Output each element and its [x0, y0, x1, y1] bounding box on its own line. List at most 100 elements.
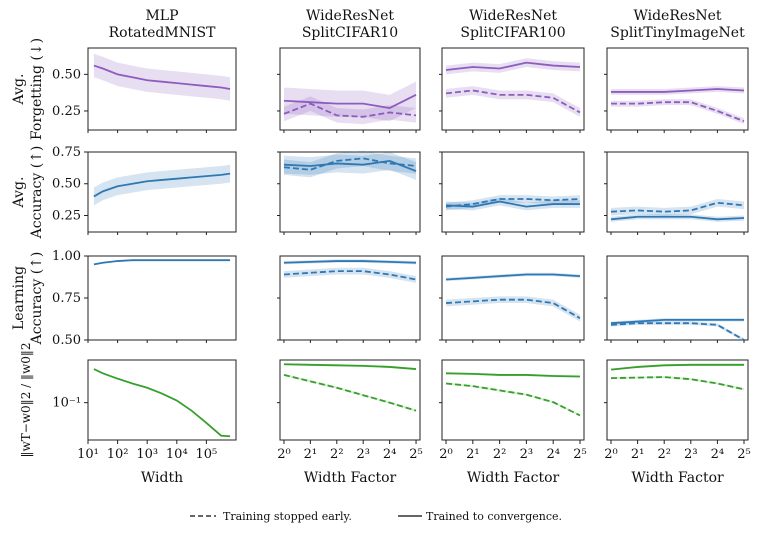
- band-dashed-1: [610, 198, 745, 216]
- band-dashed-1: [446, 195, 580, 211]
- x-tick-label-4: 10⁵: [196, 447, 218, 462]
- x-tick-label-2: 10³: [136, 447, 158, 462]
- row-0-label-line1: Avg.: [11, 74, 27, 106]
- row-2-label-line2: Accuracy (↑): [29, 252, 45, 346]
- column-0-dataset: RotatedMNIST: [109, 25, 217, 41]
- series-line-solid: [283, 94, 417, 109]
- x-tick-label-5: 2⁵: [409, 447, 422, 462]
- band-dashed-1: [610, 99, 745, 125]
- panel-frame: [606, 255, 749, 341]
- x-tick-label-5: 2⁵: [573, 447, 586, 462]
- x-tick-label-0: 2⁰: [277, 447, 290, 462]
- x-tick-label-4: 2⁴: [711, 447, 724, 462]
- series-line-dashed: [445, 298, 581, 319]
- panel-frame: [606, 47, 749, 131]
- legend: Training stopped early. Trained to conve…: [190, 510, 562, 523]
- x-tick-label-0: 10¹: [77, 447, 99, 462]
- x-tick-label-1: 2¹: [631, 447, 644, 462]
- panel-r2-c1: [277, 255, 421, 343]
- y-tick-label-0: 0.50: [52, 333, 81, 348]
- panel-r1-c3: [604, 151, 749, 235]
- band-dashed-1: [283, 96, 417, 125]
- series-line-dashed: [283, 157, 417, 171]
- y-tick-label-2: 1.00: [52, 249, 81, 264]
- panel-frame: [87, 255, 237, 341]
- series-line-solid: [93, 64, 231, 90]
- panel-r0-c2: [439, 47, 585, 133]
- x-tick-label-1: 2¹: [466, 447, 479, 462]
- band-dashed-1: [446, 382, 580, 417]
- column-3-dataset: SplitTinyImageNet: [610, 25, 745, 41]
- panel-frame: [279, 359, 421, 441]
- x-tick-label-3: 2³: [356, 447, 369, 462]
- series-line-dashed: [610, 201, 745, 213]
- panel-r3-c1: 2⁰ 2¹ 2² 2³ 2⁴ 2⁵: [277, 359, 423, 462]
- series-line-solid: [445, 61, 581, 71]
- x-tick-label-2: 2²: [657, 447, 670, 462]
- y-tick-label-1: 0.75: [52, 291, 81, 306]
- series-line-dashed: [445, 89, 581, 114]
- column-2-dataset: SplitCIFAR100: [460, 25, 565, 41]
- panel-r3-c2: 2⁰ 2¹ 2² 2³ 2⁴ 2⁵: [439, 359, 587, 462]
- column-3-model: WideResNet: [633, 8, 721, 24]
- series-line-dashed: [610, 376, 745, 391]
- panel-frame: [87, 47, 237, 131]
- band-dashed-1: [283, 267, 417, 283]
- series-line-dashed: [283, 374, 417, 412]
- panel-frame: [441, 47, 585, 131]
- x-axis-labels: Width Width Factor Width Factor Width Facto…: [141, 470, 724, 486]
- x-tick-label-3: 2³: [520, 447, 533, 462]
- panel-r2-c0: 0.50 0.75 1.00: [52, 249, 237, 348]
- x-tick-label-1: 10²: [107, 447, 129, 462]
- x-tick-label-0: 2⁰: [439, 447, 452, 462]
- x-axis-label-col-1: Width Factor: [304, 470, 397, 486]
- series-line-solid: [610, 318, 745, 325]
- column-0-model: MLP: [145, 8, 178, 24]
- panel-frame: [87, 151, 237, 233]
- panel-frame: [606, 359, 749, 441]
- series-line-dashed: [610, 101, 745, 123]
- x-axis-label-col-0: Width: [141, 470, 183, 486]
- band-dashed-1: [283, 150, 417, 178]
- panel-frame: [441, 359, 585, 441]
- panel-r0-c1: [277, 47, 421, 133]
- series-line-dashed: [445, 198, 581, 208]
- series-line-solid: [445, 200, 580, 208]
- series-line-solid: [445, 273, 581, 281]
- series-line-solid: [610, 363, 745, 371]
- y-tick-label-1: 0.50: [52, 177, 81, 192]
- panel-r2-c3: [604, 255, 749, 343]
- x-tick-label-0: 2⁰: [604, 447, 617, 462]
- series-line-solid: [283, 363, 417, 370]
- band-solid-0: [283, 152, 417, 180]
- row-2-label-line1: Learning: [11, 266, 27, 330]
- panel-frame: [279, 47, 421, 131]
- y-tick-label-2: 0.75: [52, 145, 81, 160]
- series-line-solid: [283, 260, 417, 264]
- series-line-dashed: [283, 270, 417, 281]
- series-line-dashed: [283, 102, 417, 118]
- band-dashed-1: [446, 86, 580, 117]
- x-tick-label-3: 10⁴: [166, 447, 188, 462]
- x-tick-label-3: 2³: [684, 447, 697, 462]
- column-2-model: WideResNet: [469, 8, 557, 24]
- row-1-label-line2: Accuracy (↑): [29, 146, 45, 240]
- panel-frame: [279, 151, 421, 233]
- x-tick-label-4: 2⁴: [546, 447, 559, 462]
- panel-r3-c3: 2⁰ 2¹ 2² 2³ 2⁴ 2⁵: [604, 359, 751, 462]
- x-tick-label-2: 2²: [330, 447, 343, 462]
- band-solid-0: [283, 81, 417, 122]
- panel-frame: [87, 359, 237, 441]
- series-line-solid: [93, 172, 231, 198]
- panel-r1-c1: [277, 150, 421, 235]
- column-titles: MLPRotatedMNISTWideResNetSplitCIFAR10Wid…: [109, 8, 746, 41]
- panel-r0-c0: 0.25 0.50: [52, 47, 237, 133]
- column-1-model: WideResNet: [306, 8, 394, 24]
- series-line-dashed: [610, 322, 745, 341]
- y-tick-label-0: 10⁻¹: [52, 396, 81, 411]
- row-1-label-line1: Avg.: [11, 177, 27, 209]
- row-3-label-ratio: ‖wT−w0‖2 / ‖w0‖2: [19, 342, 33, 457]
- series-line-solid: [93, 368, 231, 438]
